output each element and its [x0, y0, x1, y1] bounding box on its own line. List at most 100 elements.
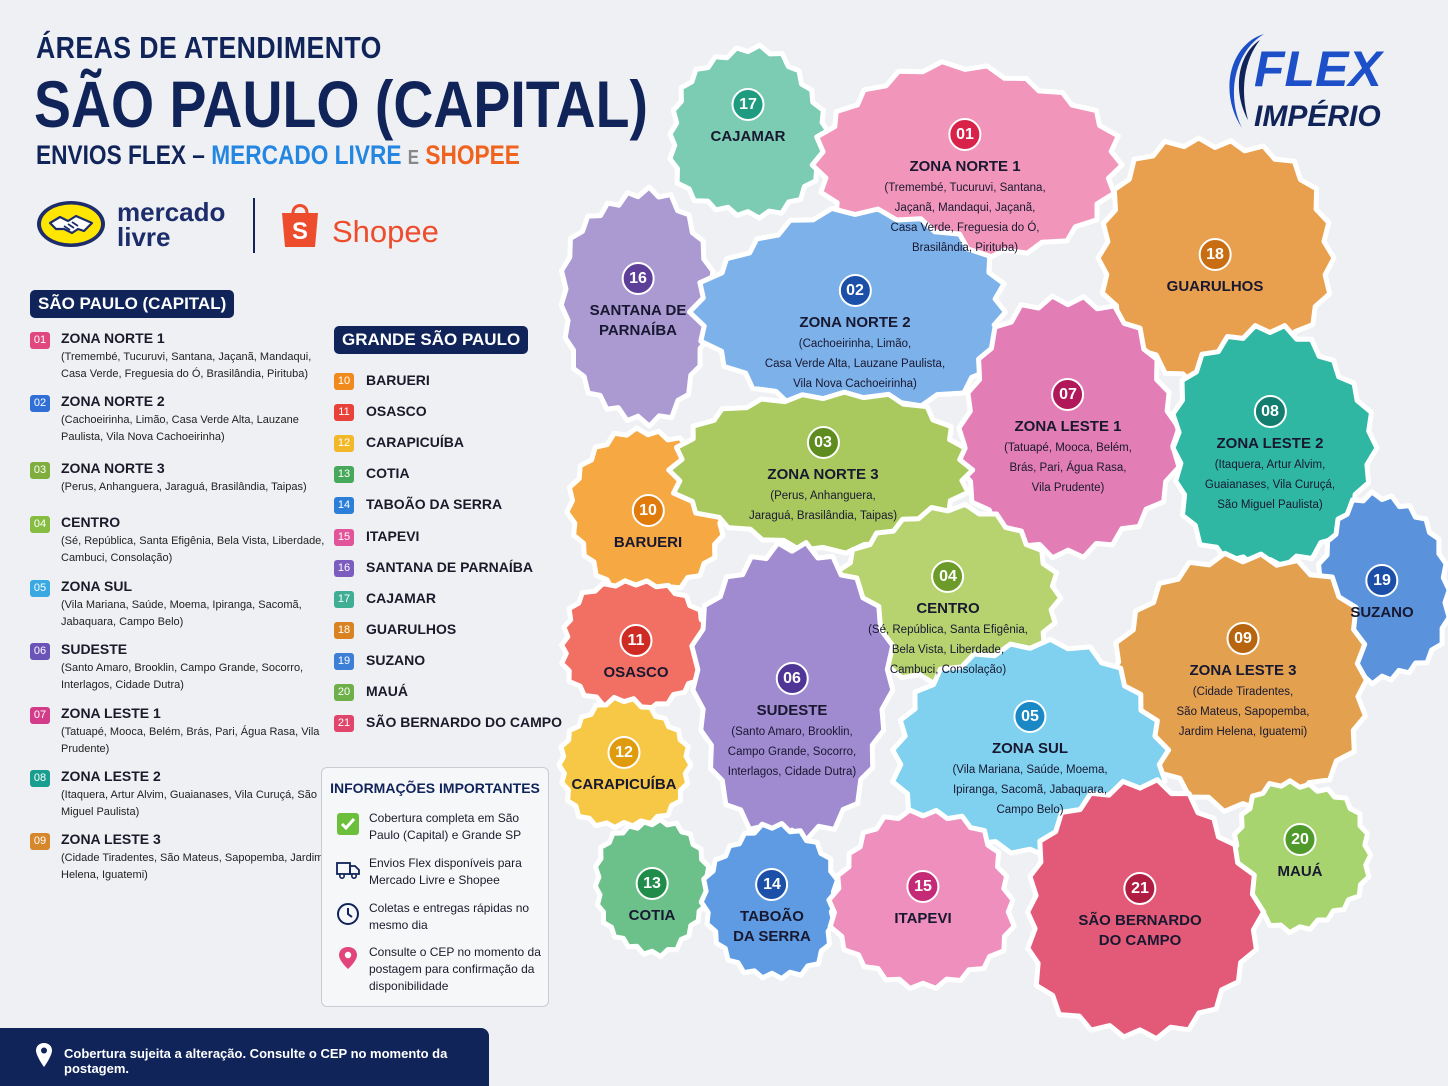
legend-badge: 12 [334, 435, 354, 453]
region-name: CARAPICUÍBA [571, 776, 677, 793]
legend-badge: 13 [334, 466, 354, 484]
region-name: ZONA LESTE 2 [1216, 435, 1324, 452]
region-name: DO CAMPO [1098, 932, 1182, 949]
region-desc: Vila Nova Cachoeirinha) [793, 378, 917, 390]
legend-item-name: MAUÁ [366, 683, 408, 699]
legend-badge: 05 [30, 580, 50, 597]
region-badge: 21 [1123, 872, 1157, 905]
region-name: CENTRO [916, 600, 980, 617]
region-name: OSASCO [603, 664, 669, 681]
region-name: ITAPEVI [894, 910, 952, 927]
region-label-20: 20 MAUÁ [1278, 823, 1323, 882]
legend-badge: 01 [30, 332, 50, 349]
subtitle-part-1: ENVIOS FLEX – [36, 140, 205, 170]
region-name: ZONA NORTE 2 [799, 314, 911, 331]
region-name: ZONA LESTE 1 [1014, 418, 1122, 435]
region-label-06: 06 SUDESTE (Santo Amaro, Brooklin, Campo Gr… [728, 662, 856, 781]
legend-badge: 06 [30, 643, 50, 660]
region-14 [698, 821, 840, 982]
region-badge: 09 [1226, 622, 1260, 655]
legend-badge: 16 [334, 559, 354, 577]
legend-badge: 18 [334, 621, 354, 639]
region-desc: (Cidade Tiradentes, [1192, 686, 1294, 698]
region-label-15: 15 ITAPEVI [894, 870, 952, 929]
region-label-14: 14 TABOÃO DA SERRA [733, 868, 811, 947]
legend-badge: 15 [334, 528, 354, 546]
legend-badge: 09 [30, 833, 50, 850]
legend-item-name: CARAPICUÍBA [366, 434, 464, 451]
region-name: PARNAÍBA [598, 322, 678, 339]
legend-badge: 08 [30, 770, 50, 787]
region-label-16: 16 SANTANA DE PARNAÍBA [590, 262, 686, 341]
page-title: SÃO PAULO (CAPITAL) [34, 67, 648, 141]
region-desc: Guaianases, Vila Curuçá, [1204, 479, 1336, 491]
region-badge: 02 [838, 274, 872, 307]
region-desc: São Mateus, Sapopemba, [1176, 706, 1310, 718]
region-name: ZONA LESTE 3 [1189, 662, 1297, 679]
mercado-livre-logo [37, 201, 105, 247]
region-badge: 18 [1198, 238, 1232, 271]
region-badge: 15 [906, 870, 940, 903]
region-badge: 08 [1253, 395, 1287, 428]
region-desc: Campo Grande, Socorro, [727, 746, 857, 758]
location-pin-icon [339, 947, 357, 969]
region-21 [1025, 777, 1267, 1042]
region-badge: 05 [1013, 700, 1047, 733]
mercado-livre-line-2: livre [117, 222, 171, 252]
region-badge: 03 [806, 426, 840, 459]
region-label-17: 17 CAJAMAR [711, 88, 786, 147]
region-desc: Brás, Pari, Água Rasa, [1009, 462, 1127, 474]
region-17 [667, 42, 833, 221]
footer-bar: Cobertura sujeita a alteração. Consulte … [0, 1028, 489, 1086]
legend-item-name: ZONA NORTE 3 [61, 460, 165, 476]
legend-item-name: ZONA NORTE 1 [61, 330, 165, 346]
region-badge: 19 [1365, 564, 1399, 597]
shopee-letter: S [292, 218, 308, 245]
legend-item-desc: (Vila Mariana, Saúde, Moema, Ipiranga, S… [61, 599, 302, 628]
region-label-08: 08 ZONA LESTE 2 (Itaquera, Artur Alvim, Gua… [1205, 395, 1335, 514]
legend-item-name: ZONA SUL [61, 578, 133, 594]
legend-item-name: TABOÃO DA SERRA [366, 496, 503, 513]
region-desc: Ipiranga, Sacomã, Jabaquara, [952, 784, 1108, 796]
subtitle-shopee: SHOPEE [425, 140, 520, 170]
flex-logo-top: FLEX [1254, 41, 1384, 97]
legend-item-name: BARUERI [366, 372, 430, 388]
legend-item-desc: (Sé, República, Santa Efigênia, Bela Vis… [61, 535, 325, 564]
region-desc: Casa Verde, Freguesia do Ó, [890, 222, 1040, 234]
legend-badge: 10 [334, 373, 354, 390]
region-desc: Jardim Helena, Iguatemi) [1178, 726, 1308, 738]
info-text-cep: Consulte o CEP no momento da postagem pa… [369, 945, 541, 993]
info-title: INFORMAÇÕES IMPORTANTES [330, 780, 540, 796]
region-badge: 10 [631, 494, 665, 527]
region-label-02: 02 ZONA NORTE 2 (Cachoeirinha, Limão, Casa … [765, 274, 945, 393]
clock-icon [337, 903, 359, 925]
region-name: GUARULHOS [1166, 278, 1264, 295]
legend-item-desc: (Perus, Anhanguera, Jaraguá, Brasilândia… [61, 481, 307, 493]
legend-item-name: SÃO BERNARDO DO CAMPO [366, 714, 563, 731]
region-name: SUZANO [1350, 604, 1414, 621]
legend-item-name: GUARULHOS [366, 620, 457, 637]
legend-badge: 14 [334, 497, 354, 515]
region-name: BARUERI [613, 534, 683, 551]
legend-item-desc: (Tatuapé, Mooca, Belém, Brás, Pari, Água… [61, 726, 320, 755]
region-badge: 16 [621, 262, 655, 295]
shopee-wordmark: Shopee [332, 214, 439, 249]
region-badge: 01 [948, 118, 982, 151]
region-name: DA SERRA [733, 928, 811, 945]
region-02 [687, 205, 1008, 414]
legend-badge: 02 [30, 395, 50, 412]
region-label-12: 12 CARAPICUÍBA [572, 736, 677, 795]
legend-item-desc: (Santo Amaro, Brooklin, Campo Grande, So… [61, 662, 304, 691]
region-desc: (Cachoeirinha, Limão, [798, 338, 912, 350]
region-label-21: 21 SÃO BERNARDO DO CAMPO [1078, 872, 1202, 951]
region-desc: Interlagos, Cidade Dutra) [727, 766, 857, 778]
legend-item-name: ITAPEVI [366, 527, 420, 544]
region-desc: Casa Verde Alta, Lauzane Paulista, [764, 358, 946, 370]
region-name: MAUÁ [1277, 863, 1323, 880]
region-name: COTIA [628, 907, 676, 924]
region-label-04: 04 CENTRO (Sé, República, Santa Efigênia, B… [868, 560, 1028, 679]
region-label-18: 18 GUARULHOS [1166, 238, 1264, 297]
legend-badge: 17 [334, 590, 354, 608]
region-label-07: 07 ZONA LESTE 1 (Tatuapé, Mooca, Belém, Brá… [1004, 378, 1132, 497]
